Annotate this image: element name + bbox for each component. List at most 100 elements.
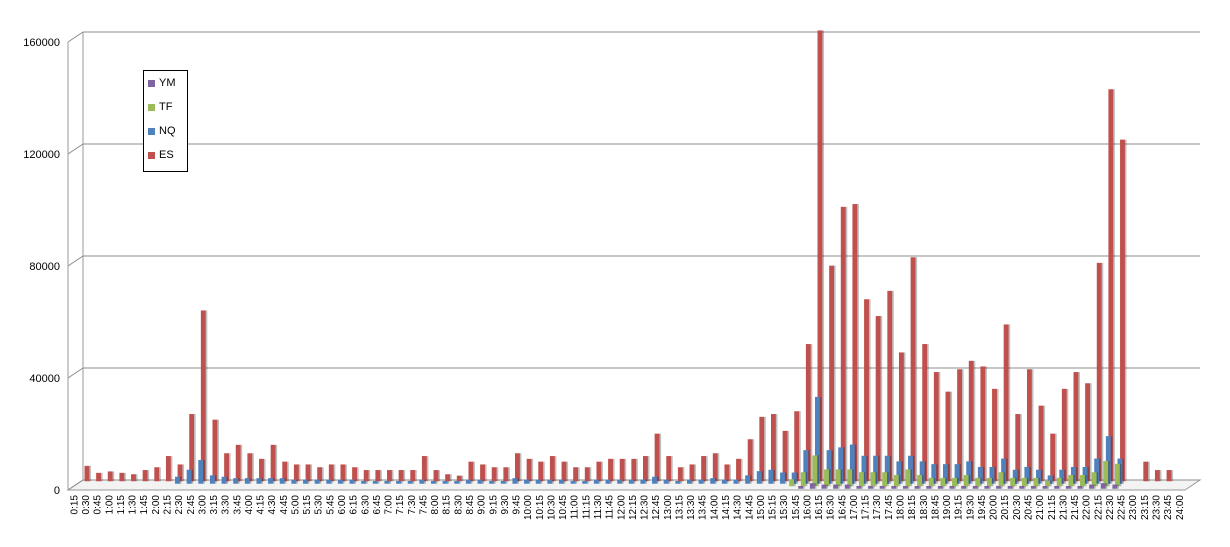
x-tick-label: 9:00: [477, 495, 488, 515]
bar-side-nq: [750, 475, 752, 484]
x-tick-label: 19:30: [965, 495, 976, 520]
bar-es: [1154, 470, 1160, 482]
bar-side-es: [857, 204, 859, 482]
bar-side-nq: [959, 464, 962, 484]
bar-side-es: [799, 411, 801, 482]
bar-side-nq: [191, 469, 194, 484]
bar-es: [224, 453, 230, 482]
bar-es: [933, 372, 939, 482]
x-tick-label: 22:15: [1093, 495, 1104, 520]
bar-side-ym: [872, 485, 875, 489]
bar-nq: [838, 447, 844, 484]
bar-es: [957, 369, 963, 482]
bar-side-ym: [1105, 483, 1108, 489]
bar-tf: [1056, 477, 1062, 487]
bar-ym: [891, 485, 897, 489]
x-tick-label: 23:15: [1140, 495, 1151, 520]
bar-nq: [1001, 458, 1007, 484]
bar-side-es: [89, 465, 91, 482]
bar-tf: [835, 469, 841, 487]
x-tick-label: 12:45: [651, 495, 662, 520]
bar-side-nq: [831, 450, 834, 484]
legend-label: ES: [159, 149, 174, 161]
x-tick-label: 0:45: [93, 495, 104, 515]
x-tick-label: 23:30: [1151, 495, 1162, 520]
bar-nq: [524, 479, 529, 484]
bar-nq: [465, 479, 471, 484]
bar-es: [247, 453, 253, 482]
bar-es: [689, 464, 695, 482]
bar-tf: [940, 477, 946, 487]
x-tick-label: 17:45: [884, 495, 895, 520]
bar-side-es: [415, 470, 417, 482]
bar-side-es: [589, 467, 592, 482]
x-tick-label: 12:30: [640, 495, 651, 520]
bar-nq: [803, 450, 809, 484]
bar-side-es: [473, 461, 475, 482]
bar-series: [84, 30, 1174, 489]
bar-nq: [791, 472, 797, 484]
bar-nq: [384, 480, 390, 484]
bar-nq: [337, 479, 343, 484]
bar-side-nq: [622, 479, 624, 484]
bar-side-ym: [1070, 485, 1073, 489]
bar-es: [189, 414, 195, 482]
bar-side-es: [682, 467, 685, 482]
bar-ym: [1112, 484, 1118, 489]
bar-es: [701, 456, 707, 482]
bar-side-es: [810, 344, 813, 482]
bar-tf: [858, 472, 864, 487]
y-tick-label: 80000: [29, 261, 60, 273]
bar-side-es: [706, 456, 708, 482]
bar-tf: [1021, 477, 1027, 487]
bar-side-nq: [296, 479, 298, 484]
bar-side-nq: [668, 479, 671, 484]
x-tick-label: 13:30: [686, 495, 697, 520]
bar-nq: [733, 479, 739, 484]
bar-es: [817, 30, 823, 482]
bar-side-nq: [971, 461, 973, 484]
bar-es: [456, 475, 462, 482]
bar-side-ym: [907, 485, 910, 489]
bar-es: [712, 453, 718, 482]
bar-side-es: [310, 464, 313, 482]
bar-nq: [1024, 466, 1030, 484]
bar-es: [142, 470, 148, 482]
bar-es: [200, 310, 206, 482]
bar-nq: [896, 461, 902, 484]
bar-nq: [756, 471, 762, 484]
bar-side-tf: [887, 472, 889, 487]
bar-tf: [847, 469, 853, 487]
bar-es: [1061, 388, 1067, 482]
bar-side-nq: [1087, 466, 1090, 484]
legend-swatch: [148, 151, 155, 159]
bar-ym: [961, 485, 967, 489]
bar-side-tf: [1084, 475, 1087, 487]
bar-side-nq: [563, 479, 566, 484]
bar-side-es: [764, 416, 766, 482]
bar-nq: [233, 478, 239, 484]
bar-side-es: [357, 467, 359, 482]
bar-nq: [745, 475, 751, 484]
bar-nq: [582, 480, 588, 484]
bar-side-nq: [819, 396, 822, 484]
bar-es: [317, 467, 323, 482]
bar-es: [666, 456, 672, 482]
x-tick-label: 15:30: [779, 495, 790, 520]
x-tick-label: 14:15: [721, 495, 732, 520]
bar-side-tf: [933, 477, 936, 487]
bar-es: [421, 456, 427, 482]
bar-side-tf: [828, 469, 831, 487]
bar-nq: [535, 479, 541, 484]
bar-side-tf: [991, 477, 994, 487]
bar-es: [642, 456, 648, 482]
bar-es: [724, 464, 730, 482]
x-tick-label: 7:45: [418, 495, 429, 515]
bar-es: [1050, 433, 1056, 482]
x-tick-label: 3:45: [232, 495, 243, 515]
bar-nq: [861, 455, 867, 484]
x-tick-label: 22:30: [1105, 495, 1116, 520]
bar-ym: [1007, 485, 1013, 489]
bar-nq: [477, 479, 483, 484]
bar-ym: [809, 483, 815, 489]
